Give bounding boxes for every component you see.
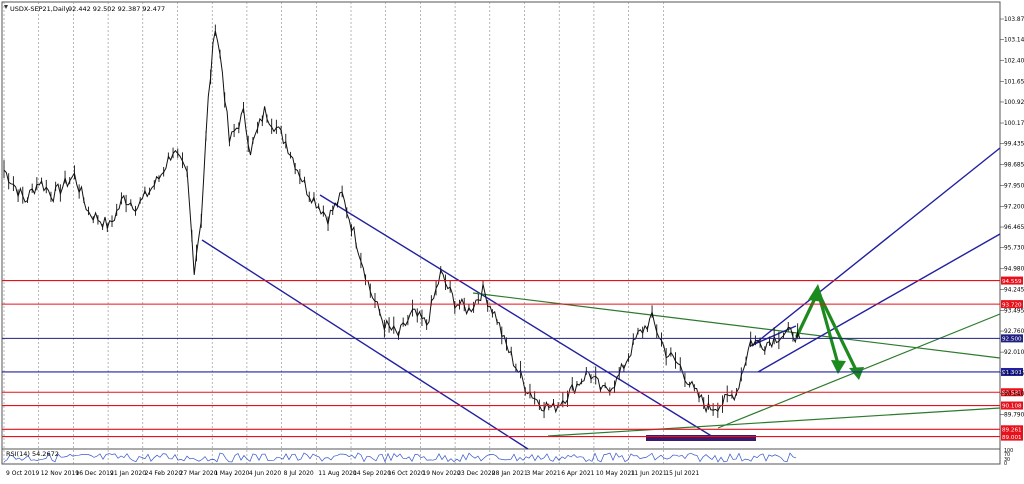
y-tick-label: 94.245: [1004, 287, 1024, 293]
y-tick-label: 100.170: [1004, 121, 1024, 127]
rsi-axis-label: 100: [1004, 448, 1013, 454]
support-zone-bar: [646, 435, 756, 441]
symbol-header: USDX-SEP21,Daily: [10, 5, 69, 13]
y-axis: 103.875 103.140 102.405 101.655 100.920 100.1…: [1000, 17, 1024, 418]
x-tick-label: 9 Oct 2019: [6, 470, 39, 477]
y-tick-label: 96.465: [1004, 225, 1024, 231]
level-label: 94.559: [1002, 279, 1022, 285]
arrowheads: [808, 284, 864, 380]
x-tick-label: 21 Jan 2020: [110, 470, 146, 477]
x-tick-label: 12 Nov 2019: [41, 470, 80, 477]
price-series-line: [3, 30, 801, 414]
level-label-box: [1001, 432, 1023, 441]
x-tick-label: 16 Oct 2020: [388, 470, 425, 477]
rsi-line: [3, 452, 797, 463]
y-tick-label: 97.950: [1004, 183, 1024, 189]
rsi-axis-label: 0: [1004, 461, 1007, 467]
rsi-axis-label: 70: [1004, 452, 1010, 458]
level-label-box: [1001, 334, 1023, 343]
y-tick-label: 100.920: [1004, 100, 1024, 106]
level-label: 92.500: [1002, 337, 1022, 343]
price-layer: [3, 24, 801, 419]
x-tick-label: 14 Sep 2020: [353, 470, 391, 477]
x-tick-label: 6 Apr 2021: [561, 470, 594, 477]
collapse-arrow-icon[interactable]: [4, 5, 8, 9]
x-tick-label: 23 Dec 2020: [457, 470, 496, 477]
y-tick-label: 92.760: [1004, 329, 1024, 335]
level-label-box: [1001, 276, 1023, 285]
y-tick-label: 99.435: [1004, 142, 1024, 148]
level-label: 89.261: [1002, 428, 1022, 434]
channel-line-lower: [201, 239, 529, 450]
x-tick-label: 3 Mar 2021: [527, 470, 561, 477]
y-tick-label: 89.790: [1004, 412, 1024, 418]
wedge-upper-line: [751, 147, 1001, 347]
x-tick-label: 8 Jul 2020: [284, 470, 314, 477]
y-tick-label: 98.685: [1004, 163, 1024, 169]
level-label-box: [1001, 425, 1023, 434]
level-label: 91.303: [1002, 370, 1022, 376]
rsi-label: RSI(14) 54.2672: [6, 450, 59, 458]
x-tick-label: 27 Mar 2020: [180, 470, 218, 477]
y-tick-label: 103.875: [1004, 17, 1024, 23]
level-label: 90.108: [1002, 404, 1022, 410]
trendline-ascending-green-flat: [547, 407, 1001, 437]
trendline-descending-green: [472, 292, 1001, 359]
level-label-box: [1001, 388, 1023, 397]
y-tick-label: 103.140: [1004, 38, 1024, 44]
y-tick-label: 95.730: [1004, 246, 1024, 252]
ohlc-header: 92.442 92.502 92.387 92.477: [68, 5, 165, 13]
y-tick-label: 101.655: [1004, 79, 1024, 85]
levels-layer: 94.559 93.720 92.500 91.303 90.581 90.108 89.2…: [2, 276, 1023, 441]
x-tick-label: 11 Jun 2021: [631, 470, 667, 477]
x-tick-label: 19 Nov 2020: [422, 470, 461, 477]
y-tick-label: 91.275: [1004, 371, 1024, 377]
rsi-axis-label: 30: [1004, 457, 1010, 463]
y-tick-label: 94.980: [1004, 267, 1024, 273]
level-label-box: [1001, 300, 1023, 309]
x-tick-label: 24 Feb 2020: [145, 470, 183, 477]
x-tick-label: 28 Jan 2021: [492, 470, 528, 477]
level-label: 89.001: [1002, 435, 1022, 441]
y-tick-label: 90.540: [1004, 391, 1024, 397]
y-tick-label: 97.200: [1004, 204, 1024, 210]
analysis-layer: [201, 147, 1001, 450]
x-tick-label: 10 May 2021: [596, 470, 635, 477]
x-tick-label: 15 Jul 2021: [665, 470, 699, 477]
y-tick-label: 92.010: [1004, 350, 1024, 356]
y-tick-label: 102.405: [1004, 58, 1024, 64]
level-label-box: [1001, 367, 1023, 376]
y-tick-label: 93.495: [1004, 308, 1024, 314]
level-label: 90.581: [1002, 390, 1022, 396]
level-label-box: [1001, 401, 1023, 410]
channel-line-upper: [319, 194, 719, 441]
wedge-lower-line: [757, 233, 1001, 373]
grid-layer: [3, 2, 664, 464]
x-tick-label: 11 Aug 2020: [318, 470, 357, 477]
x-tick-label: 1 May 2020: [214, 470, 249, 477]
plot-frame: [1, 1, 1001, 465]
x-tick-label: 16 Dec 2019: [75, 470, 114, 477]
level-label: 93.720: [1002, 302, 1022, 308]
x-tick-label: 4 Jun 2020: [249, 470, 281, 477]
